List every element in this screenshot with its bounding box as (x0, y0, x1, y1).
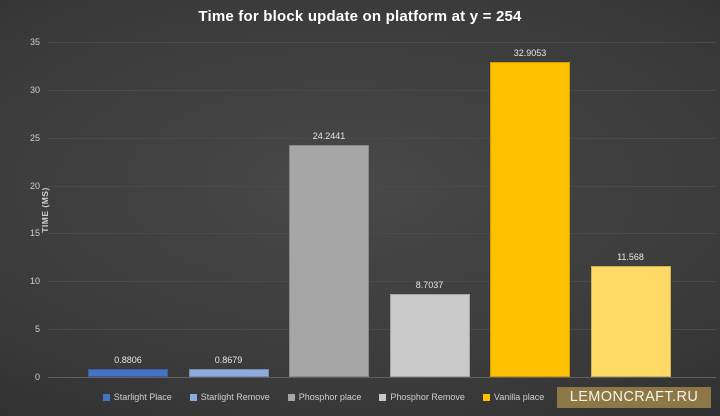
bar-vanilla-place (490, 62, 570, 377)
y-tick-label: 30 (29, 84, 40, 95)
bar-phosphor-place (289, 144, 369, 377)
bar-phosphor-remove (389, 293, 470, 377)
legend-label: Starlight Remove (200, 392, 270, 402)
bar-value-label: 8.7037 (415, 279, 444, 290)
legend-item-phosphor-remove: Phosphor Remove (379, 391, 465, 403)
gridline (48, 185, 716, 187)
y-tick-label: 0 (34, 372, 40, 382)
bar-value-label: 24.2441 (312, 130, 346, 141)
legend-swatch-icon (482, 393, 490, 401)
y-tick-label: 5 (34, 324, 40, 335)
bar-starlight-remove (188, 368, 269, 377)
chart-title: Time for block update on platform at y =… (198, 8, 522, 25)
bar-value-label: 32.9053 (513, 48, 547, 59)
y-tick-label: 25 (29, 132, 40, 143)
x-axis-line (48, 377, 716, 378)
plot-area: TIME (MS) 0.8806 0.8679 24.2441 8.7037 32.90… (40, 42, 716, 378)
gridline (48, 281, 716, 283)
watermark: LEMONCRAFT.RU (557, 387, 711, 408)
y-tick-label: 10 (29, 276, 40, 287)
legend-label: Vanilla place (493, 392, 545, 402)
legend-label: Phosphor place (298, 392, 362, 402)
watermark-text: LEMONCRAFT.RU (569, 389, 699, 405)
legend-swatch-icon (102, 393, 110, 401)
legend-swatch-icon (189, 393, 197, 401)
bar-value-label: 0.8679 (214, 354, 243, 365)
gridline (48, 329, 716, 331)
y-tick-label: 35 (29, 37, 40, 47)
legend-swatch-icon (287, 393, 295, 401)
gridline (48, 137, 716, 139)
legend-swatch-icon (379, 393, 387, 401)
bar-series-6 (590, 266, 671, 377)
gridline (48, 42, 716, 43)
y-tick-label: 20 (29, 180, 40, 191)
gridline (48, 233, 716, 235)
legend-item-vanilla-place: Vanilla place (482, 391, 545, 403)
bar-value-label: 0.8806 (114, 354, 142, 365)
y-tick-label: 15 (29, 228, 40, 239)
bar-starlight-place (88, 368, 168, 377)
bar-value-label: 11.568 (617, 252, 644, 263)
y-axis-title: TIME (MS) (39, 186, 50, 233)
legend-item-phosphor-place: Phosphor place (287, 391, 362, 403)
legend-item-starlight-place: Starlight Place (102, 391, 172, 403)
legend-label: Starlight Place (113, 392, 172, 402)
legend-item-starlight-remove: Starlight Remove (189, 391, 270, 403)
gridline (48, 89, 716, 91)
legend: Starlight Place Starlight Remove Phosphor … (0, 391, 720, 403)
legend-label: Phosphor Remove (390, 392, 465, 402)
